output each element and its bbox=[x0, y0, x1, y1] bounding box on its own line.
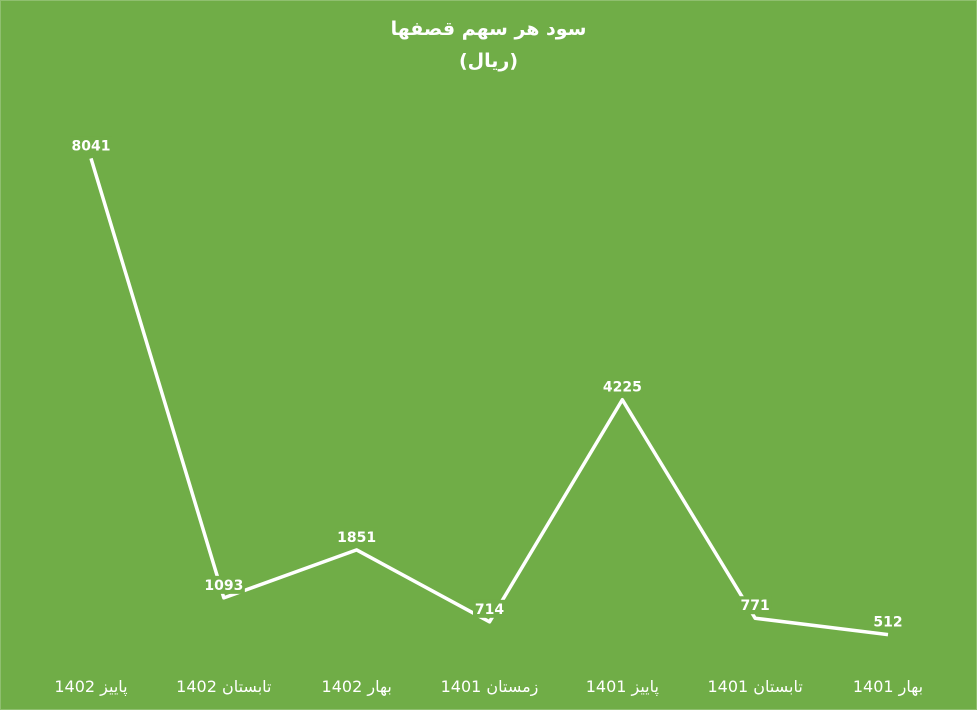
drop-lines bbox=[90, 158, 889, 659]
category-label: پاییز 1402 bbox=[54, 677, 127, 697]
data-label-background bbox=[871, 612, 905, 631]
category-label: زمستان 1401 bbox=[441, 677, 539, 697]
data-label: 1851 bbox=[337, 530, 376, 546]
data-label: 8041 bbox=[72, 138, 111, 154]
data-label: 771 bbox=[741, 598, 770, 614]
data-label-background bbox=[70, 136, 112, 155]
category-label: تابستان 1401 bbox=[708, 677, 803, 696]
data-label: 512 bbox=[873, 615, 902, 631]
series-line bbox=[89, 157, 889, 637]
chart-subtitle: (ریال) bbox=[458, 50, 519, 72]
data-label: 1093 bbox=[204, 578, 243, 594]
chart-title: سود هر سهم قصفها bbox=[390, 18, 587, 40]
data-label: 4225 bbox=[603, 380, 642, 396]
data-label: 714 bbox=[475, 602, 504, 618]
category-label: پاییز 1401 bbox=[586, 677, 659, 697]
category-axis-labels: پاییز 1402 تابستان 1402 بهار 1402 زمستان 14… bbox=[54, 677, 923, 697]
data-label-background bbox=[202, 575, 245, 594]
category-label: تابستان 1402 bbox=[176, 677, 271, 696]
data-labels: 8041 1093 1851 714 4225 771 512 bbox=[70, 136, 905, 631]
category-label: بهار 1401 bbox=[853, 677, 923, 697]
data-label-background bbox=[335, 527, 378, 546]
data-label-background bbox=[473, 599, 506, 618]
data-label-background bbox=[601, 377, 644, 396]
series-line-group bbox=[89, 157, 889, 637]
category-label: بهار 1402 bbox=[322, 677, 392, 697]
data-label-background bbox=[738, 596, 772, 615]
